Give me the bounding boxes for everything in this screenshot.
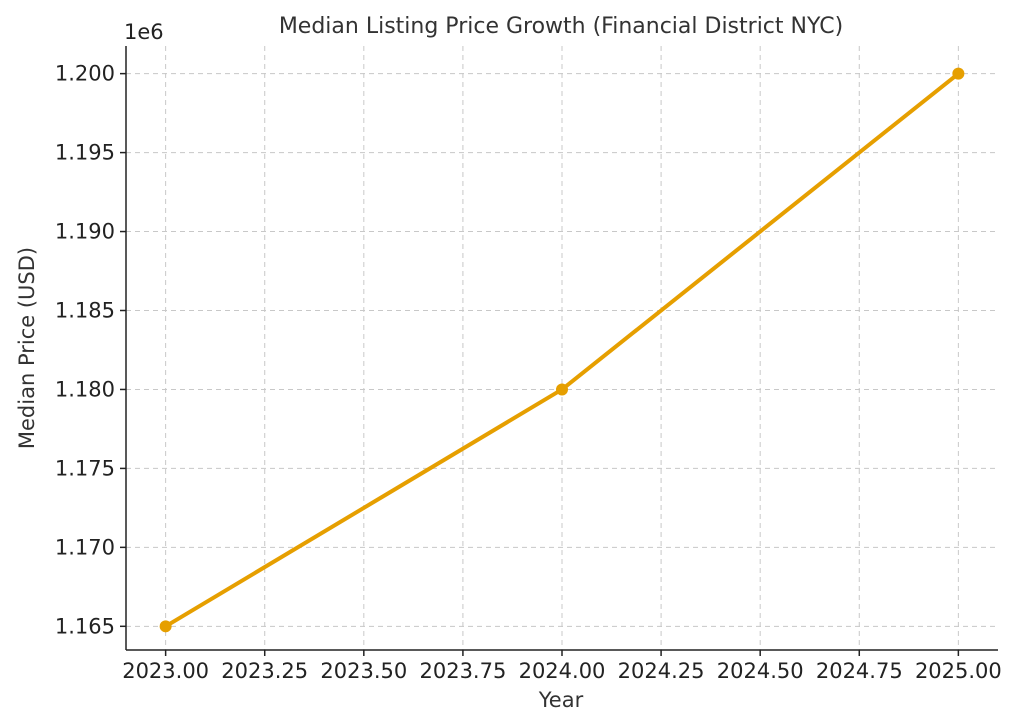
data-point [952,67,965,80]
y-offset-label: 1e6 [124,20,164,44]
x-tick-label: 2023.75 [419,659,506,683]
x-tick-label: 2024.75 [816,659,903,683]
y-tick-label: 1.190 [55,220,115,244]
y-tick-label: 1.180 [55,377,115,401]
y-tick-label: 1.175 [55,456,115,480]
grid [126,46,998,650]
y-axis-label: Median Price (USD) [15,247,39,449]
y-tick-label: 1.170 [55,535,115,559]
y-tick-label: 1.165 [55,614,115,638]
chart-title: Median Listing Price Growth (Financial D… [279,14,843,39]
series-layer [159,67,965,633]
y-tick-label: 1.195 [55,141,115,165]
x-tick-label: 2023.50 [320,659,407,683]
x-tick-label: 2024.00 [519,659,606,683]
x-tick-label: 2023.25 [221,659,308,683]
x-tick-label: 2025.00 [915,659,1002,683]
x-tick-label: 2024.50 [717,659,804,683]
ticks: 2023.00 2023.25 2023.50 2023.75 2024.00 2024.… [55,62,1002,683]
x-axis-label: Year [538,688,584,712]
y-tick-label: 1.200 [55,62,115,86]
y-tick-label: 1.185 [55,298,115,322]
x-tick-label: 2024.25 [618,659,705,683]
data-point [159,620,172,633]
x-tick-label: 2023.00 [122,659,209,683]
data-point [556,383,568,396]
